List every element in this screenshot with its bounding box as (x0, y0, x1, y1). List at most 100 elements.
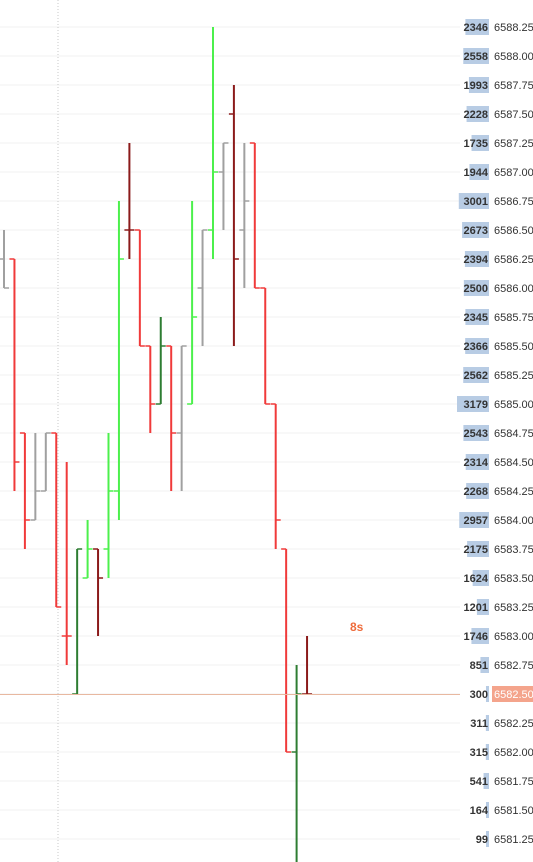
price-label: 6588.25 (494, 22, 533, 34)
volume-label: 851 (470, 660, 488, 672)
volume-label: 2957 (464, 515, 488, 527)
price-label: 6581.50 (494, 805, 533, 817)
volume-bar (465, 338, 489, 354)
ladder-row[interactable]: 2345 6585.75 (464, 309, 533, 325)
volume-label: 164 (470, 805, 489, 817)
volume-label: 2562 (464, 370, 488, 382)
volume-label: 2394 (464, 254, 489, 266)
ladder-row[interactable]: 2673 6586.50 (462, 222, 533, 238)
volume-bar (465, 454, 489, 470)
volume-label: 1624 (464, 573, 489, 585)
price-label: 6581.25 (494, 834, 533, 846)
volume-bar (485, 686, 489, 702)
ohlc-bar (166, 345, 177, 491)
ladder-row[interactable]: 2543 6584.75 (463, 425, 533, 441)
ladder-row[interactable]: 300 6582.50 (470, 686, 533, 702)
price-label: 6584.00 (494, 515, 533, 527)
volume-label: 2673 (464, 225, 488, 237)
ladder-row[interactable]: 1944 6587.00 (464, 164, 533, 180)
ladder-row[interactable]: 2346 6588.25 (464, 19, 533, 35)
ohlc-bar (134, 229, 145, 347)
ladder-row[interactable]: 2228 6587.50 (464, 106, 533, 122)
ohlc-bar (40, 432, 51, 492)
ladder-row[interactable]: 2268 6584.25 (464, 483, 533, 499)
volume-label: 2345 (464, 312, 488, 324)
volume-bar (463, 367, 489, 383)
price-ladder[interactable]: 2346 6588.25 2558 6588.00 1993 6587.75 2228 658… (457, 19, 533, 847)
ohlc-bar (103, 433, 114, 578)
volume-bar (469, 164, 489, 180)
volume-bar (485, 744, 489, 760)
volume-label: 2228 (464, 109, 488, 121)
ladder-row[interactable]: 2366 6585.50 (464, 338, 533, 354)
ohlc-bar (30, 433, 41, 521)
ladder-row[interactable]: 2175 6583.75 (464, 541, 533, 557)
ohlc-bar (270, 403, 281, 549)
ladder-row[interactable]: 1201 6583.25 (464, 599, 533, 615)
ohlc-bar (249, 142, 260, 289)
ladder-row[interactable]: 1735 6587.25 (464, 135, 533, 151)
price-label: 6582.25 (494, 718, 533, 730)
ladder-row[interactable]: 1746 6583.00 (464, 628, 533, 644)
ohlc-bar (72, 548, 83, 695)
volume-bar (463, 280, 489, 296)
ladder-row[interactable]: 164 6581.50 (470, 802, 533, 818)
current-price-tag (492, 686, 533, 702)
ladder-row[interactable]: 3179 6585.00 (457, 396, 533, 412)
volume-bar (459, 512, 489, 528)
volume-label: 300 (470, 689, 488, 701)
volume-bar (468, 77, 489, 93)
ladder-row[interactable]: 2500 6586.00 (464, 280, 533, 296)
ladder-row[interactable]: 2562 6585.25 (463, 367, 533, 383)
volume-label: 1944 (464, 167, 489, 179)
ohlc-bar (281, 548, 292, 753)
volume-label: 2543 (464, 428, 488, 440)
price-label: 6584.25 (494, 486, 533, 498)
volume-bar (486, 831, 489, 847)
volume-label: 99 (476, 834, 488, 846)
volume-bar (476, 599, 489, 615)
ohlc-bar (145, 345, 156, 433)
ladder-row[interactable]: 2314 6584.50 (464, 454, 533, 470)
ladder-row[interactable]: 1624 6583.50 (464, 570, 533, 586)
volume-bar (464, 251, 489, 267)
volume-bar (466, 483, 489, 499)
volume-label: 2500 (464, 283, 488, 295)
ohlc-bar (176, 345, 187, 491)
ohlc-bar (0, 230, 9, 289)
price-label: 6585.00 (494, 399, 533, 411)
price-label: 6588.00 (494, 51, 533, 63)
price-label: 6581.75 (494, 776, 533, 788)
ladder-row[interactable]: 851 6582.75 (470, 657, 533, 673)
chart-grid (0, 26, 460, 840)
ladder-row[interactable]: 315 6582.00 (470, 744, 533, 760)
ohlc-bar (9, 258, 20, 491)
price-label: 6582.00 (494, 747, 533, 759)
ohlc-bar (239, 143, 250, 288)
volume-bar (485, 715, 489, 731)
ohlc-bar (93, 548, 104, 636)
ohlc-bars (0, 27, 313, 862)
ohlc-bar (187, 201, 198, 405)
volume-bar (467, 541, 489, 557)
price-label: 6583.00 (494, 631, 533, 643)
ladder-row[interactable]: 541 6581.75 (470, 773, 533, 789)
ladder-row[interactable]: 3001 6586.75 (458, 193, 533, 209)
price-label: 6585.75 (494, 312, 533, 324)
volume-bar (471, 135, 489, 151)
price-label: 6582.50 (494, 689, 533, 701)
volume-label: 1746 (464, 631, 488, 643)
ladder-row[interactable]: 1993 6587.75 (464, 77, 533, 93)
ladder-row[interactable]: 2394 6586.25 (464, 251, 533, 267)
volume-bar (483, 773, 489, 789)
ladder-row[interactable]: 311 6582.25 (470, 715, 533, 731)
ladder-row[interactable]: 2957 6584.00 (459, 512, 533, 528)
bar-timer: 8s (350, 620, 364, 634)
volume-bar (466, 106, 489, 122)
volume-label: 2268 (464, 486, 488, 498)
ladder-row[interactable]: 2558 6588.00 (463, 48, 533, 64)
ladder-row[interactable]: 99 6581.25 (476, 831, 533, 847)
volume-bar (462, 222, 489, 238)
price-label: 6587.00 (494, 167, 533, 179)
